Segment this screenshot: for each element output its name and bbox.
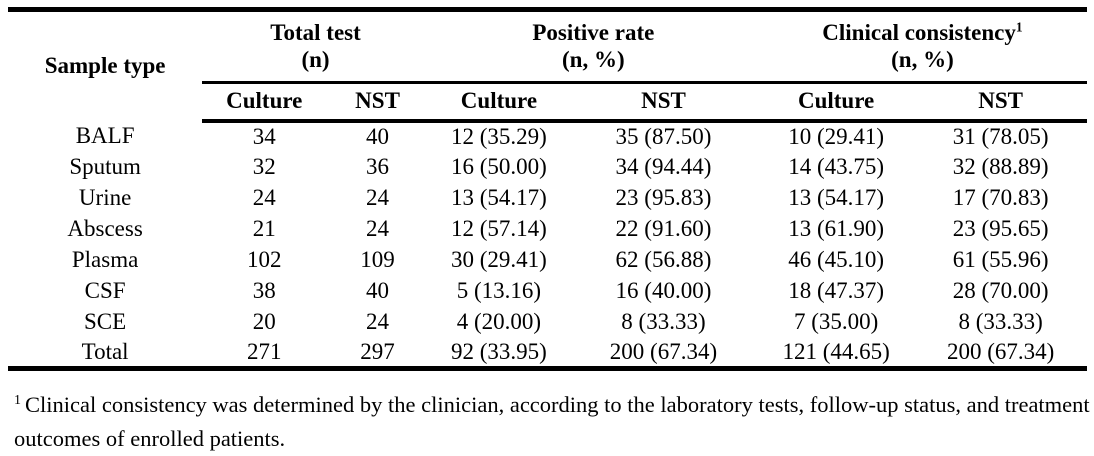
row-label: SCE — [84, 309, 127, 334]
table-cell: 200 (67.34) — [609, 338, 718, 364]
table-cell: 4 (20.00) — [456, 309, 542, 334]
table-cell: 35 (87.50) — [615, 124, 712, 149]
table-cell: 28 (70.00) — [952, 278, 1049, 303]
table-cell: 12 (35.29) — [451, 124, 547, 149]
table-cell: 17 (70.83) — [952, 185, 1049, 210]
table-cell: 7 (35.00) — [793, 309, 879, 334]
column-header-sample-type: Sample type — [44, 53, 166, 79]
row-label: Urine — [78, 185, 132, 210]
results-table: Sample type Total test (n) Positive rate… — [8, 7, 1087, 371]
table-cell: 31 (78.05) — [952, 124, 1049, 149]
table-cell: 32 (88.89) — [952, 154, 1049, 179]
footnote-text: Clinical consistency was determined by t… — [14, 392, 1090, 451]
footnote-marker: 1 — [14, 392, 21, 408]
group-subtitle: (n, %) — [562, 47, 625, 72]
group-subtitle: (n) — [301, 47, 330, 72]
table-cell: 61 (55.96) — [952, 247, 1049, 272]
row-label: Abscess — [67, 216, 143, 241]
table-cell: 40 — [366, 278, 390, 303]
table-cell: 8 (33.33) — [621, 309, 706, 334]
column-header-culture-total: Culture — [202, 82, 327, 123]
table-row: Urine 24 24 13 (54.17) 23 (95.83) 13 (54.17) 1… — [8, 183, 1087, 214]
table-cell: 121 (44.65) — [782, 338, 890, 364]
row-label: CSF — [84, 278, 126, 303]
table-cell: 16 (50.00) — [451, 154, 547, 179]
table-row: Abscess 21 24 12 (57.14) 22 (91.60) 13 (61.90… — [8, 214, 1087, 245]
table-cell: 102 — [247, 247, 282, 272]
table-row: Total 271 297 92 (33.95) 200 (67.34) 121 (44.… — [8, 338, 1087, 369]
row-label: Plasma — [71, 247, 139, 272]
table-cell: 8 (33.33) — [958, 309, 1043, 334]
table-cell: 46 (45.10) — [788, 247, 885, 272]
footnote-marker-superscript: 1 — [1015, 19, 1023, 35]
group-header-positive-rate: Positive rate (n, %) — [428, 9, 758, 84]
row-label: Total — [81, 338, 129, 364]
table-cell: 10 (29.41) — [788, 124, 885, 149]
table-cell: 24 — [366, 185, 390, 210]
table-cell: 24 — [366, 216, 390, 241]
table-header: Sample type Total test (n) Positive rate… — [8, 9, 1087, 123]
table-cell: 36 — [366, 154, 390, 179]
table-cell: 5 (13.16) — [456, 278, 542, 303]
table-cell: 18 (47.37) — [788, 278, 885, 303]
table-cell: 16 (40.00) — [615, 278, 712, 303]
column-header-nst-clinical: NST — [914, 82, 1087, 123]
table-cell: 14 (43.75) — [788, 154, 885, 179]
table-cell: 20 — [252, 309, 276, 334]
group-header-row: Sample type Total test (n) Positive rate… — [8, 9, 1087, 84]
group-subtitle: (n, %) — [891, 47, 954, 72]
table-cell: 62 (56.88) — [615, 247, 712, 272]
table-cell: 24 — [366, 309, 390, 334]
table-cell: 22 (91.60) — [615, 216, 712, 241]
group-title: Total test — [270, 20, 361, 45]
table-cell: 24 — [252, 185, 276, 210]
table-cell: 297 — [360, 338, 395, 364]
table-cell: 21 — [252, 216, 276, 241]
column-header-nst-positive: NST — [569, 82, 758, 123]
table-cell: 13 (54.17) — [788, 185, 885, 210]
table-body: BALF 34 40 12 (35.29) 35 (87.50) 10 (29.41) 31… — [8, 121, 1087, 369]
table-cell: 30 (29.41) — [451, 247, 547, 272]
column-header-culture-clinical: Culture — [757, 82, 915, 123]
table-cell: 23 (95.83) — [615, 185, 712, 210]
table-cell: 40 — [366, 124, 390, 149]
table-cell: 13 (61.90) — [788, 216, 885, 241]
group-title: Positive rate — [532, 20, 655, 45]
column-header-nst-total: NST — [326, 82, 429, 123]
table-cell: 23 (95.65) — [952, 216, 1049, 241]
table-row: Plasma 102 109 30 (29.41) 62 (56.88) 46 (45.1… — [8, 245, 1087, 276]
table-cell: 34 (94.44) — [615, 154, 712, 179]
table-row: CSF 38 40 5 (13.16) 16 (40.00) 18 (47.37) 28 (… — [8, 276, 1087, 307]
subheader-row: Culture NST Culture NST Culture NST — [8, 82, 1087, 123]
table-cell: 271 — [247, 338, 282, 364]
group-header-total-test: Total test (n) — [202, 9, 429, 84]
table-cell: 13 (54.17) — [451, 185, 547, 210]
row-label: BALF — [75, 123, 135, 148]
footnote: 1 Clinical consistency was determined by … — [14, 388, 1090, 456]
table-cell: 12 (57.14) — [451, 216, 547, 241]
row-label: Sputum — [69, 154, 141, 179]
group-header-clinical-consistency: Clinical consistency1 (n, %) — [757, 9, 1087, 84]
column-header-culture-positive: Culture — [428, 82, 570, 123]
table-row: BALF 34 40 12 (35.29) 35 (87.50) 10 (29.41) 31… — [8, 121, 1087, 152]
table-cell: 38 — [252, 278, 276, 303]
table-cell: 34 — [252, 124, 276, 149]
table-cell: 200 (67.34) — [947, 338, 1055, 364]
table-cell: 109 — [360, 247, 395, 272]
group-title-text: Clinical consistency — [822, 20, 1016, 45]
table-cell: 32 — [252, 154, 276, 179]
group-title: Clinical consistency1 — [758, 19, 1087, 46]
table-row: Sputum 32 36 16 (50.00) 34 (94.44) 14 (43.75)… — [8, 152, 1087, 183]
table-row: SCE 20 24 4 (20.00) 8 (33.33) 7 (35.00) 8 (33.… — [8, 307, 1087, 338]
table-cell: 92 (33.95) — [451, 338, 547, 364]
